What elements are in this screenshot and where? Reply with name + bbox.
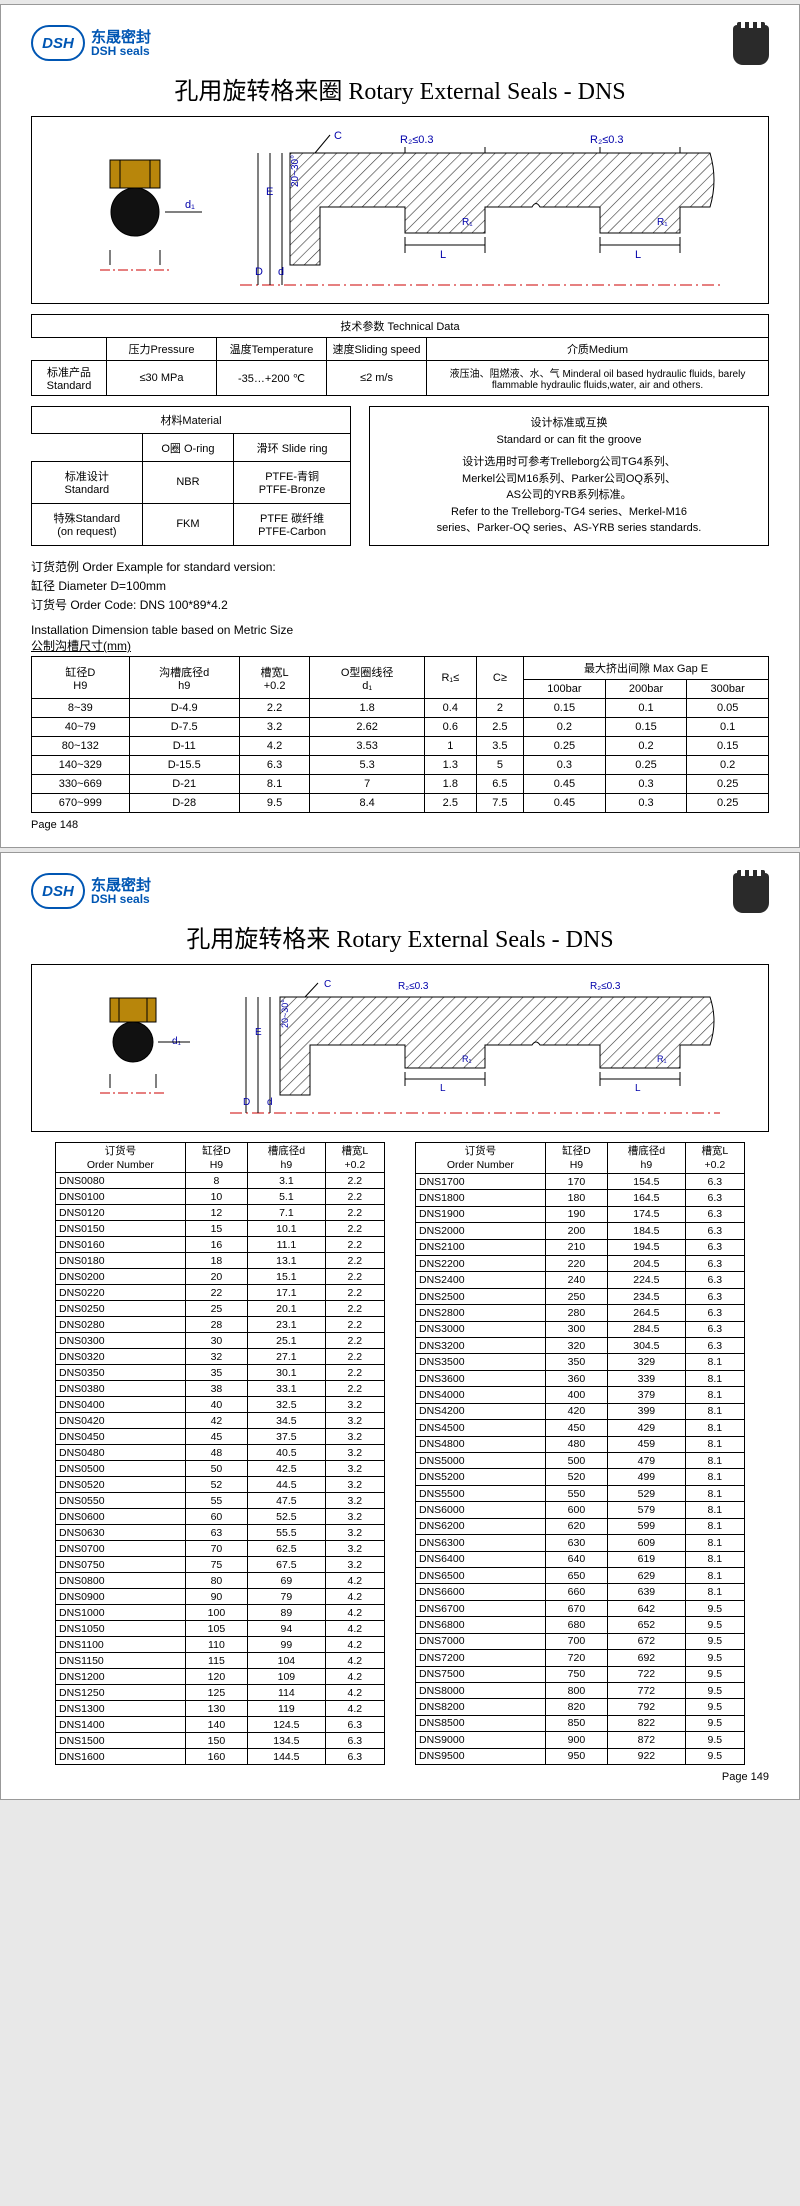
svg-text:C: C	[324, 979, 331, 990]
seal-icon	[733, 873, 769, 913]
logo-mark: DSH	[31, 873, 85, 909]
svg-text:d₁: d₁	[185, 199, 195, 211]
svg-text:R₂≤0.3: R₂≤0.3	[398, 981, 429, 992]
svg-text:L: L	[635, 249, 641, 261]
logo-cn: 东晟密封	[91, 30, 151, 45]
page-number: Page 149	[31, 1771, 769, 1783]
svg-text:R₂≤0.3: R₂≤0.3	[590, 134, 624, 146]
order-example: 订货范例 Order Example for standard version:…	[31, 558, 769, 616]
svg-text:D: D	[243, 1097, 250, 1108]
logo: DSH 东晟密封 DSH seals	[31, 25, 151, 61]
svg-text:E: E	[255, 1027, 262, 1038]
cross-section-diagram: d₁ C 20~30° R₂≤0.3 R₂≤0.3 R₁	[31, 116, 769, 304]
tech-caption: 技术参数 Technical Data	[32, 315, 769, 338]
header: DSH 东晟密封 DSH seals	[31, 25, 769, 65]
svg-text:R₁: R₁	[462, 1054, 472, 1064]
parts-table-left: 订货号 Order Number缸径D H9槽底径d h9槽宽L +0.2DNS…	[55, 1142, 385, 1765]
seal-icon	[733, 25, 769, 65]
svg-text:L: L	[635, 1083, 641, 1094]
svg-text:R₂≤0.3: R₂≤0.3	[590, 981, 621, 992]
logo-mark: DSH	[31, 25, 85, 61]
svg-text:20~30°: 20~30°	[290, 155, 301, 187]
technical-data-table: 技术参数 Technical Data 压力Pressure 温度Tempera…	[31, 314, 769, 396]
page-title: 孔用旋转格来圈 Rotary External Seals - DNS	[31, 71, 769, 106]
svg-text:L: L	[440, 1083, 446, 1094]
svg-text:d: d	[267, 1097, 273, 1108]
cross-section-diagram: d₁ C 20~30° R₂≤0.3 R₂≤0.3 R₁ R₁	[31, 964, 769, 1132]
svg-text:R₂≤0.3: R₂≤0.3	[400, 134, 434, 146]
page-1: DSH 东晟密封 DSH seals 孔用旋转格来圈 Rotary Extern…	[0, 4, 800, 848]
material-table: 材料Material O圈 O-ring 滑环 Slide ring 标准设计 …	[31, 406, 351, 546]
logo: DSH 东晟密封 DSH seals	[31, 873, 151, 909]
installation-caption: Installation Dimension table based on Me…	[31, 623, 769, 654]
svg-text:R₁: R₁	[657, 217, 668, 228]
standard-info-box: 设计标准或互换 Standard or can fit the groove 设…	[369, 406, 769, 546]
svg-text:20~30°: 20~30°	[280, 999, 290, 1028]
page-number: Page 148	[31, 819, 769, 831]
svg-text:L: L	[440, 249, 446, 261]
svg-text:D: D	[255, 266, 263, 278]
part-number-tables: 订货号 Order Number缸径D H9槽底径d h9槽宽L +0.2DNS…	[31, 1142, 769, 1765]
parts-table-right: 订货号 Order Number缸径D H9槽底径d h9槽宽L +0.2DNS…	[415, 1142, 745, 1765]
dimension-table: 缸径D H9沟槽底径d h9槽宽L +0.2O型圈线径 d₁R₁≤C≥最大挤出间…	[31, 656, 769, 813]
header: DSH 东晟密封 DSH seals	[31, 873, 769, 913]
logo-en: DSH seals	[91, 45, 151, 57]
page-title: 孔用旋转格来 Rotary External Seals - DNS	[31, 919, 769, 954]
page-2: DSH 东晟密封 DSH seals 孔用旋转格来 Rotary Externa…	[0, 852, 800, 1800]
svg-text:C: C	[334, 130, 342, 142]
svg-text:d: d	[278, 266, 284, 278]
svg-text:R₁: R₁	[462, 217, 473, 228]
svg-text:R₁: R₁	[657, 1054, 667, 1064]
svg-text:E: E	[266, 186, 273, 198]
